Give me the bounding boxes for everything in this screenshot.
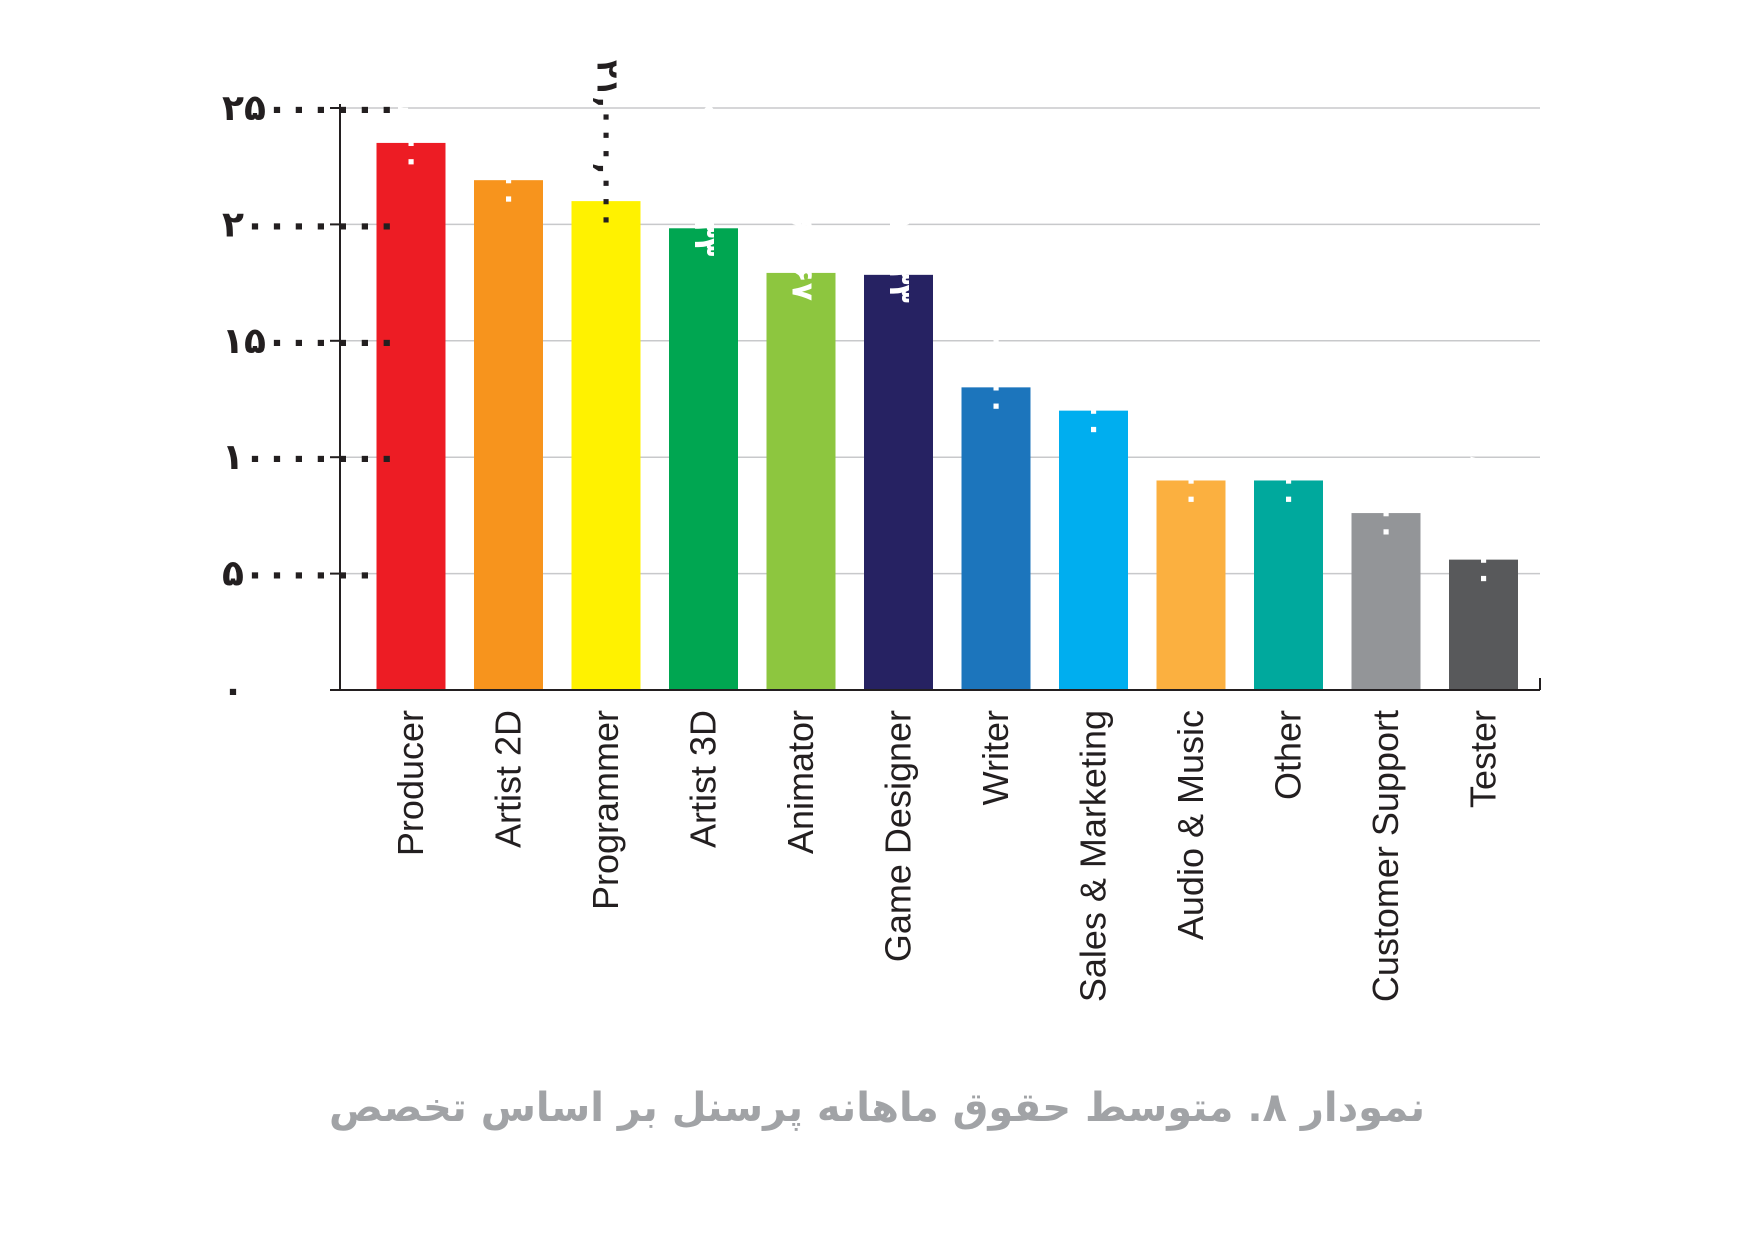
bar [766,272,836,690]
bar-value-label: ۷,۶۰۰,۰۰۰ [1370,390,1405,541]
bar-value-label: ۲۱,۹۰۰,۰۰۰ [492,39,527,208]
x-category-label: Artist 3D [683,710,724,848]
y-tick-label: ۵۰۰۰۰۰۰ [222,554,376,595]
x-category-label: Game Designer [878,710,919,962]
chart-caption: نمودار ۸. متوسط حقوق ماهانه پرسنل بر اسا… [328,1085,1426,1131]
bar [376,142,446,691]
bar [1059,410,1128,690]
bar-value-label: ۲۱,۰۰۰,۰۰۰ [590,60,625,229]
y-tick-labels: ۰ ۵۰۰۰۰۰۰ ۱۰۰۰۰۰۰۰ ۱۵۰۰۰۰۰۰ ۲۰۰۰۰۰۰۰ ۲۵۰۰۰۰۰۰ [222,88,398,711]
y-tick-label: ۲۵۰۰۰۰۰۰ [222,88,398,129]
y-tick-label: ۰ [222,670,244,711]
bar [1254,480,1323,690]
y-tick-label: ۲۰۰۰۰۰۰۰ [222,204,398,245]
axes [330,104,1541,691]
bar-value-label: ۱۷,۸۳۳,۳۳۳ [882,134,917,303]
x-category-label: Tester [1463,710,1504,808]
x-category-label: Sales & Marketing [1073,710,1114,1002]
bar [961,387,1031,690]
bar-value-label: ۹,۰۰۰,۰۰۰ [1272,358,1307,509]
x-category-labels: Producer Artist 2D Programmer Artist 3D Anim… [390,710,1504,1002]
bar [864,274,933,690]
x-category-label: Artist 2D [488,710,529,848]
x-category-label: Writer [975,710,1016,805]
bar-value-label: ۵,۶۰۰,۰۰۰ [1467,437,1502,588]
x-category-label: Other [1268,710,1309,800]
x-category-label: Producer [390,710,431,856]
bar-value-label: ۱۳,۰۰۰,۰۰۰ [980,246,1015,415]
x-category-label: Audio & Music [1170,710,1211,940]
bar [571,201,641,690]
bar [1449,559,1518,690]
bars: ۲۳,۵۰۰,۰۰۰ ۲۱,۹۰۰,۰۰۰ ۲۱,۰۰۰,۰۰۰ ۱۹,۸۳۳,۳۳۳… [376,2,1518,691]
bar-value-label: ۱۹,۸۳۳,۳۳۳ [687,87,722,256]
bar [1351,513,1421,690]
bar [1156,480,1226,690]
x-category-label: Customer Support [1365,710,1406,1002]
x-category-label: Programmer [585,710,626,910]
bar [474,180,543,690]
x-category-label: Animator [780,710,821,854]
bar-value-label: ۱۷,۹۱۶,۶۶۷ [785,132,820,301]
y-tick-label: ۱۰۰۰۰۰۰۰ [222,437,398,478]
bar-value-label: ۹,۰۰۰,۰۰۰ [1175,358,1210,509]
y-tick-label: ۱۵۰۰۰۰۰۰ [222,321,398,362]
bar-value-label: ۲۳,۵۰۰,۰۰۰ [395,2,430,171]
bar-value-label: ۱۲,۰۰۰,۰۰۰ [1077,269,1112,438]
bar [669,228,738,690]
